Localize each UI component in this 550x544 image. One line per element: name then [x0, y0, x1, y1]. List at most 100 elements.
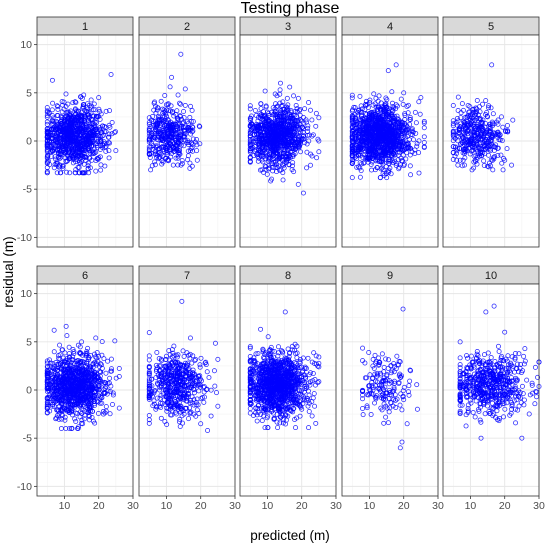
- data-point: [55, 104, 61, 110]
- data-point: [396, 127, 402, 133]
- data-point: [165, 131, 171, 137]
- data-point: [157, 131, 163, 137]
- data-point: [357, 93, 363, 99]
- data-point: [188, 103, 194, 109]
- data-point: [281, 114, 287, 120]
- data-point: [194, 137, 199, 142]
- data-point: [284, 95, 290, 101]
- data-point: [81, 151, 87, 157]
- data-point: [166, 140, 172, 146]
- data-point: [407, 114, 413, 120]
- data-point: [255, 118, 261, 124]
- data-point: [190, 124, 196, 130]
- data-point: [81, 161, 87, 167]
- data-point: [297, 124, 303, 130]
- data-point: [55, 148, 61, 154]
- data-point: [278, 111, 284, 117]
- data-point: [93, 168, 99, 174]
- data-point: [256, 143, 262, 149]
- data-point: [92, 107, 98, 113]
- data-point: [304, 119, 310, 125]
- data-point: [189, 108, 195, 113]
- data-point: [67, 170, 73, 176]
- facet-strip-label: 6: [82, 270, 88, 282]
- data-point: [68, 108, 74, 114]
- data-point: [292, 123, 298, 129]
- data-point: [106, 131, 112, 137]
- data-point: [44, 108, 50, 114]
- data-point: [259, 140, 265, 146]
- data-point: [98, 138, 104, 144]
- data-point: [169, 150, 175, 156]
- data-point: [152, 159, 158, 165]
- data-point: [150, 113, 156, 119]
- data-point: [313, 110, 319, 116]
- facet-panel-2: 2: [138, 16, 236, 248]
- data-point: [73, 167, 79, 173]
- data-point: [361, 160, 367, 166]
- data-point: [254, 135, 260, 141]
- facet-strip-label: 3: [285, 21, 291, 33]
- data-point: [263, 150, 269, 156]
- data-point: [273, 111, 279, 117]
- data-point: [247, 148, 253, 154]
- data-point: [83, 124, 89, 130]
- data-point: [257, 135, 262, 141]
- data-point: [71, 125, 77, 131]
- data-point: [376, 93, 382, 99]
- chart-title: Testing phase: [241, 0, 340, 17]
- data-point: [113, 129, 118, 135]
- data-point: [264, 109, 270, 115]
- data-point: [270, 168, 276, 174]
- data-point: [264, 141, 270, 147]
- data-point: [106, 140, 112, 145]
- data-point: [159, 144, 165, 150]
- data-point: [277, 124, 283, 130]
- data-point: [266, 166, 272, 172]
- data-point: [288, 130, 294, 136]
- data-point: [113, 148, 119, 154]
- data-point: [84, 131, 90, 137]
- data-point: [146, 150, 152, 156]
- data-point: [61, 125, 67, 131]
- data-point: [44, 158, 50, 164]
- data-point: [44, 146, 50, 152]
- data-point: [95, 138, 101, 144]
- data-point: [88, 139, 94, 145]
- x-tick-label: 10: [59, 500, 71, 512]
- data-point: [63, 104, 69, 110]
- data-point: [70, 160, 76, 166]
- data-point: [49, 77, 55, 83]
- data-point: [54, 131, 59, 137]
- data-point: [103, 108, 109, 114]
- data-point: [281, 160, 287, 166]
- data-point: [54, 170, 60, 176]
- data-point: [349, 95, 355, 101]
- data-point: [66, 142, 72, 148]
- data-point: [146, 119, 152, 125]
- data-point: [103, 124, 109, 130]
- data-point: [74, 129, 80, 135]
- data-point: [98, 167, 104, 173]
- data-point: [297, 106, 303, 112]
- data-point: [262, 88, 268, 94]
- data-point: [276, 122, 282, 128]
- data-point: [359, 161, 365, 167]
- data-point: [44, 143, 50, 149]
- data-point: [389, 89, 395, 95]
- data-point: [82, 170, 88, 176]
- data-point: [277, 140, 283, 146]
- data-point: [160, 113, 166, 119]
- y-tick-label: 0: [26, 385, 32, 397]
- data-point: [94, 113, 100, 119]
- data-point: [70, 100, 76, 106]
- data-point: [271, 146, 277, 152]
- data-point: [98, 143, 104, 149]
- data-point: [74, 122, 80, 128]
- data-point: [88, 116, 94, 122]
- data-point: [50, 135, 56, 141]
- data-point: [76, 115, 82, 121]
- data-point: [153, 144, 159, 150]
- data-point: [82, 147, 88, 153]
